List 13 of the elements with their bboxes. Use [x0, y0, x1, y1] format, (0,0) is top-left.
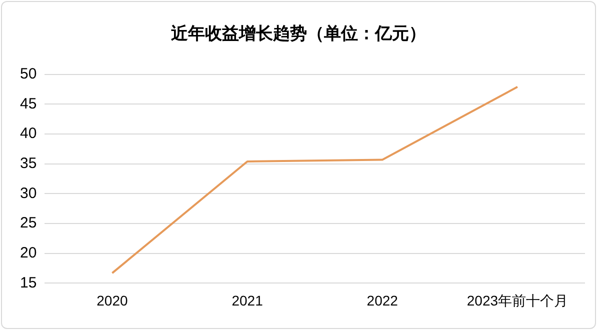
y-tick-label: 25	[20, 214, 37, 232]
x-tick-label: 2023年前十个月	[466, 292, 568, 308]
y-tick-label: 15	[20, 274, 37, 292]
y-tick-label: 40	[20, 125, 37, 142]
y-tick-label: 35	[20, 155, 37, 172]
x-tick-label: 2020	[96, 292, 128, 308]
x-tick-label: 2022	[366, 292, 398, 308]
x-tick-label: 2021	[232, 292, 264, 308]
y-tick-label: 30	[20, 184, 37, 202]
chart-title: 近年收益增长趋势（单位：亿元）	[170, 24, 426, 43]
y-tick-label: 45	[20, 95, 37, 112]
y-tick-label: 20	[20, 244, 37, 262]
y-tick-label: 50	[20, 66, 37, 83]
